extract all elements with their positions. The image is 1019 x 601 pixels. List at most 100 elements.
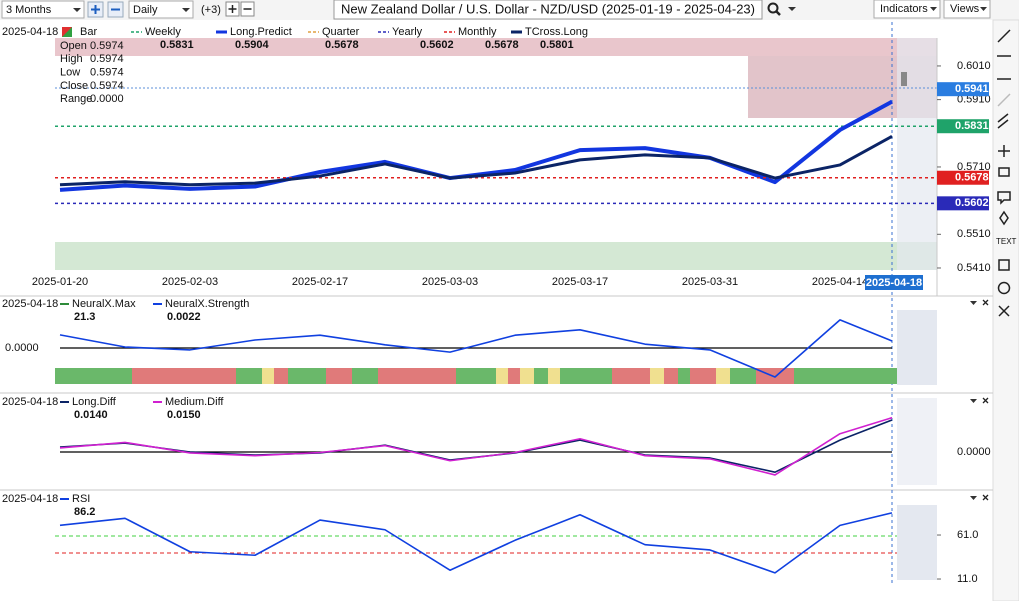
support-zone xyxy=(55,242,937,270)
legend-name: Long.Predict xyxy=(230,26,292,38)
ohlc-label: High xyxy=(60,53,83,65)
legend-name: Medium.Diff xyxy=(165,396,224,408)
indicators-text: Indicators xyxy=(880,3,928,15)
signal-strip xyxy=(262,368,274,384)
ohlc-label: Low xyxy=(60,67,80,79)
legend-name: Weekly xyxy=(145,26,181,38)
y-tick-label: 0.5910 xyxy=(957,94,991,106)
legend-value: 0.5801 xyxy=(540,39,574,51)
price-tag xyxy=(937,170,989,185)
signal-strip xyxy=(730,368,756,384)
tool-icons xyxy=(997,29,1011,317)
signal-strip xyxy=(496,368,508,384)
signal-strip xyxy=(352,368,378,384)
legend-name: Quarter xyxy=(322,26,360,38)
legend-value: 0.0140 xyxy=(74,409,108,421)
legend-name: NeuralX.Max xyxy=(72,298,136,310)
y-tick-label: 61.0 xyxy=(957,529,978,541)
signal-strip xyxy=(236,368,262,384)
signal-strip xyxy=(716,368,730,384)
x-tick-label: 2025-04-14 xyxy=(812,276,868,288)
signal-strip xyxy=(650,368,664,384)
indicator-line xyxy=(59,512,893,574)
legend-name: NeuralX.Strength xyxy=(165,298,249,310)
text-tool[interactable]: TEXT xyxy=(996,237,1017,246)
ohlc-value: 0.0000 xyxy=(90,93,124,105)
symbol-box[interactable] xyxy=(333,0,763,20)
resistance-zone xyxy=(55,38,937,56)
date-highlight-text: 2025-04-18 xyxy=(866,277,922,289)
main-date: 2025-04-18 xyxy=(2,26,58,38)
signal-strip xyxy=(378,368,456,384)
legend-value: 0.5602 xyxy=(420,39,454,51)
x-tick-label: 2025-03-03 xyxy=(422,276,478,288)
legend-value: 0.5678 xyxy=(325,39,359,51)
range-text: 3 Months xyxy=(6,4,52,16)
signal-strip xyxy=(690,368,716,384)
ohlc-label: Close xyxy=(60,80,88,92)
panel-close[interactable] xyxy=(982,299,989,501)
indicator-line xyxy=(59,416,893,476)
price-tag xyxy=(937,82,989,97)
views-button[interactable] xyxy=(943,0,991,19)
signal-strip xyxy=(508,368,520,384)
legend-name: Yearly xyxy=(392,26,423,38)
ohlc-value: 0.5974 xyxy=(90,80,124,92)
x-tick-label: 2025-03-17 xyxy=(552,276,608,288)
y-tick-label: 11.0 xyxy=(957,573,978,585)
future-area xyxy=(897,505,937,580)
price-tag xyxy=(937,119,989,134)
tool-strip xyxy=(992,19,1019,601)
panel-date: 2025-04-18 xyxy=(2,493,58,505)
price-tag-text: 0.5678 xyxy=(955,172,989,184)
indicators-button[interactable] xyxy=(873,0,941,19)
legend-value: 0.0150 xyxy=(167,409,201,421)
x-tick-label: 2025-02-03 xyxy=(162,276,218,288)
signal-strip xyxy=(132,368,236,384)
x-tick-label: 2025-02-17 xyxy=(292,276,348,288)
x-tick-label: 2025-03-31 xyxy=(682,276,738,288)
price-tag-text: 0.5831 xyxy=(955,120,989,132)
panel-frames xyxy=(0,38,993,491)
x-tick-label: 2025-01-20 xyxy=(32,276,88,288)
ohlc-label: Open xyxy=(60,40,87,52)
y-tick-label: 0.0000 xyxy=(957,446,991,458)
ohlc-value: 0.5974 xyxy=(90,53,124,65)
y-tick-label: 0.5410 xyxy=(957,262,991,274)
legend-name: TCross.Long xyxy=(525,26,588,38)
legend-value: 0.5678 xyxy=(485,39,519,51)
panel-controls[interactable] xyxy=(970,301,977,500)
signal-strip xyxy=(612,368,650,384)
price-tag-text: 0.5602 xyxy=(955,197,989,209)
chart-title: New Zealand Dollar / U.S. Dollar - NZD/U… xyxy=(341,1,755,16)
signal-strip xyxy=(548,368,560,384)
panel-date: 2025-04-18 xyxy=(2,396,58,408)
range-select[interactable] xyxy=(1,0,85,19)
ohlc-value: 0.5974 xyxy=(90,40,124,52)
y-tick-label: 0.5510 xyxy=(957,228,991,240)
signal-strip xyxy=(456,368,496,384)
ohlc-label: Range xyxy=(60,93,92,105)
legend-name: RSI xyxy=(72,493,90,505)
signal-strip xyxy=(326,368,352,384)
y-tick-label: 0.0000 xyxy=(5,342,39,354)
interval-select[interactable] xyxy=(128,0,194,19)
search-icon[interactable] xyxy=(767,2,779,14)
signal-strip xyxy=(678,368,690,384)
future-area xyxy=(897,310,937,385)
legend-name: Long.Diff xyxy=(72,396,117,408)
ohlc-value: 0.5974 xyxy=(90,67,124,79)
y-tick-label: 0.6010 xyxy=(957,60,991,72)
y-tick-label: 0.5710 xyxy=(957,161,991,173)
panel-date: 2025-04-18 xyxy=(2,298,58,310)
legend-value: 0.5831 xyxy=(160,39,194,51)
interval-text: Daily xyxy=(133,4,158,16)
legend-bar: Bar xyxy=(80,26,97,38)
legend-value: 0.5904 xyxy=(235,39,270,51)
indicator-line xyxy=(59,135,893,187)
signal-strip xyxy=(520,368,534,384)
signal-strip xyxy=(560,368,612,384)
legend-name: Monthly xyxy=(458,26,497,38)
indicator-count: (+3) xyxy=(201,4,221,16)
